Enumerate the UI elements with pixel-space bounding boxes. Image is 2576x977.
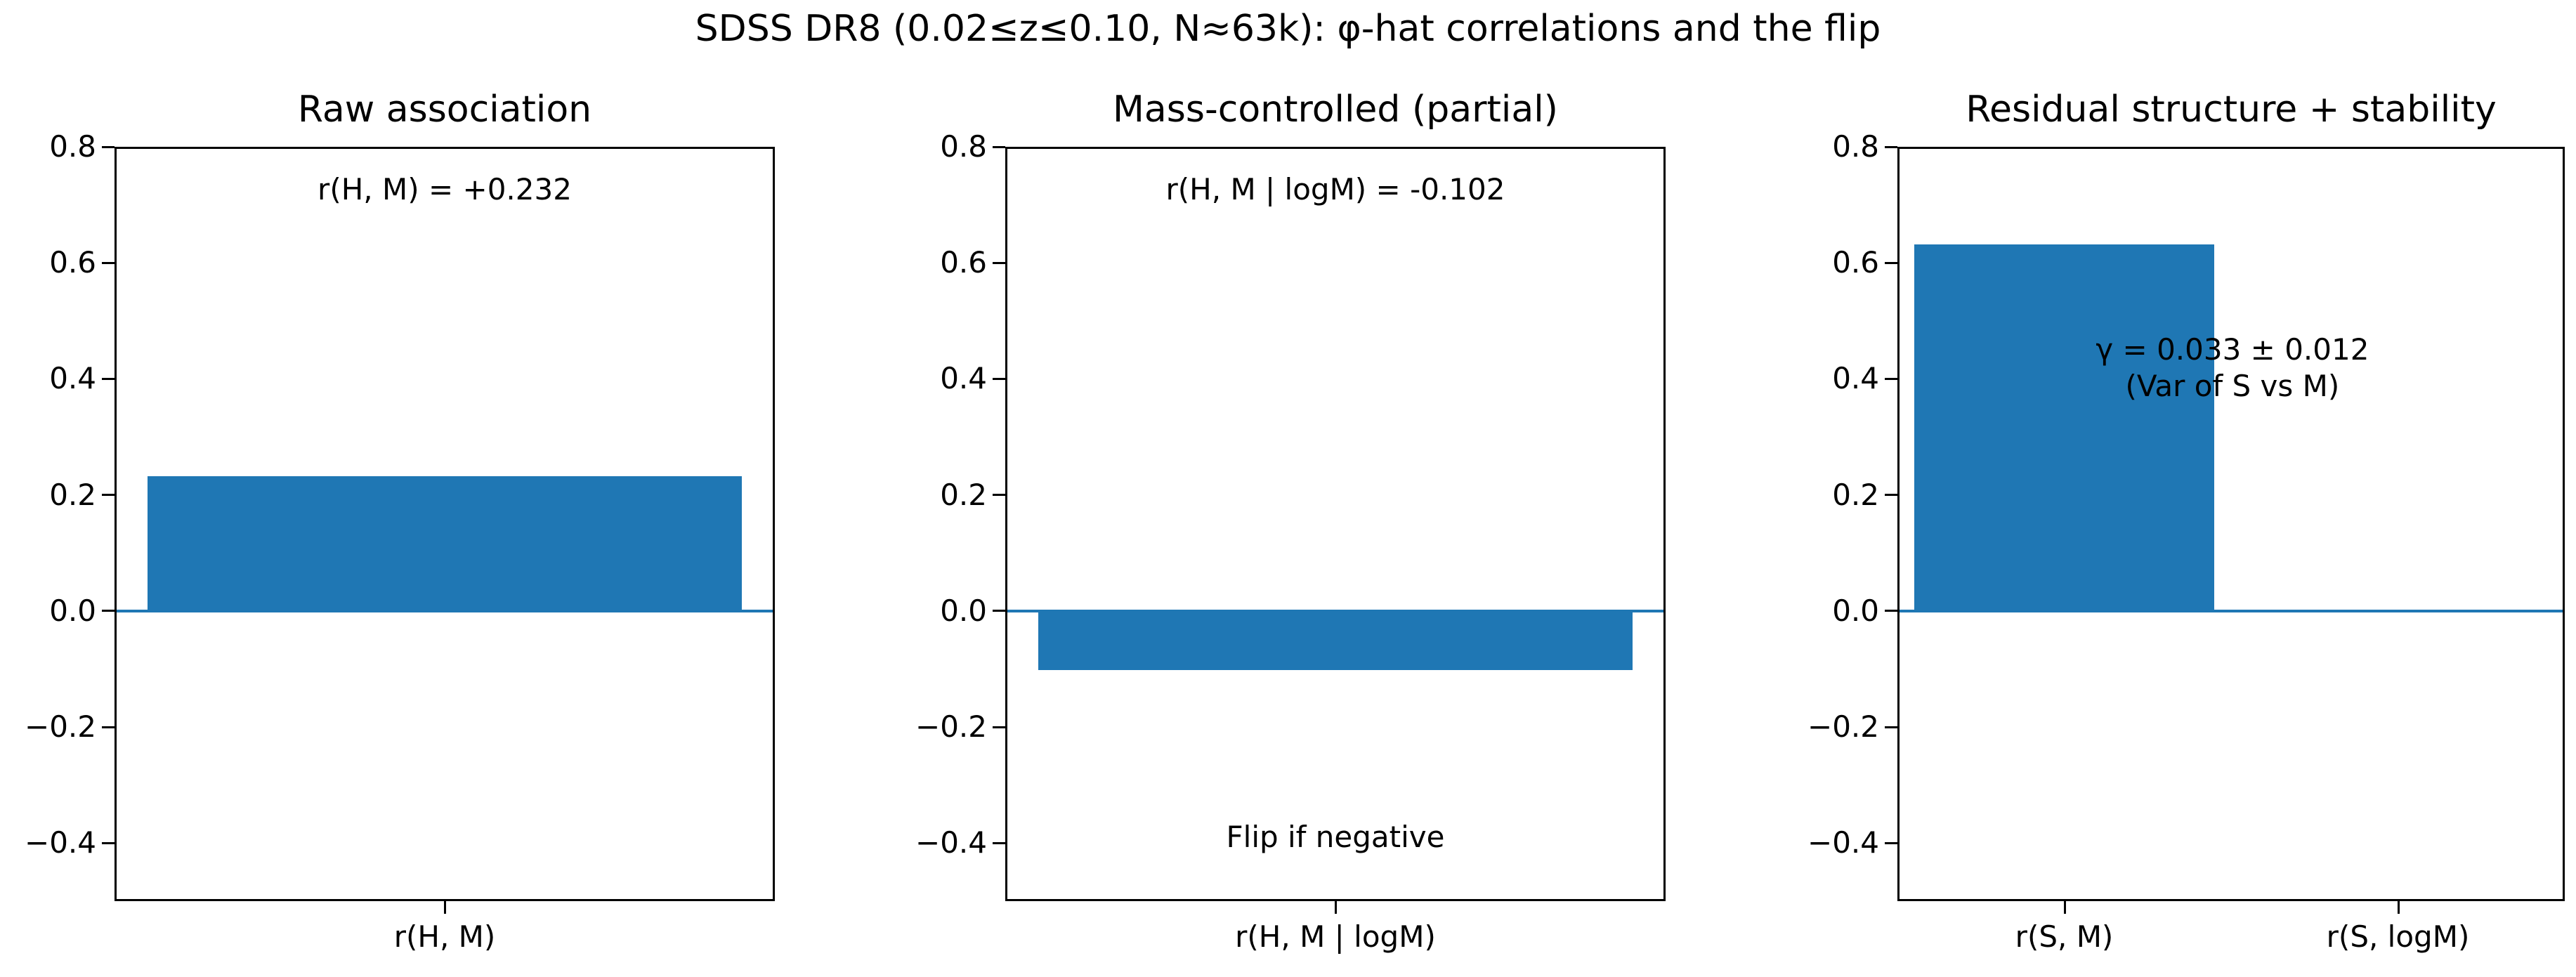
bar-r-s-m (1914, 244, 2215, 611)
panel-residual-structure: Residual structure + stability γ = 0.033… (1807, 88, 2565, 954)
y-tick (102, 261, 115, 264)
x-tick-label: r(S, M) (2015, 919, 2114, 954)
y-tick-label: 0.6 (49, 245, 96, 280)
panel-mass-controlled: Mass-controlled (partial) r(H, M | logM)… (915, 88, 1666, 954)
y-tick-label: 0.2 (49, 477, 96, 512)
y-tick-label: 0.0 (49, 593, 96, 628)
y-tick (102, 377, 115, 380)
gamma-annotation: γ = 0.033 ± 0.012 (Var of S vs M) (2096, 332, 2369, 405)
y-tick (993, 494, 1005, 497)
y-tick (1885, 377, 1897, 380)
y-tick (993, 841, 1005, 844)
y-tick-label: 0.8 (49, 129, 96, 164)
zero-reference-line (115, 609, 775, 612)
y-tick (102, 610, 115, 612)
y-tick-label: 0.8 (940, 129, 987, 164)
y-tick-label: −0.4 (915, 825, 987, 860)
y-tick-label: 0.8 (1832, 129, 1879, 164)
x-tick-label: r(H, M | logM) (1235, 919, 1436, 954)
y-tick-label: 0.0 (940, 593, 987, 628)
y-tick (1885, 261, 1897, 264)
x-tick (2397, 901, 2400, 914)
y-tick-label: −0.4 (25, 825, 96, 860)
gamma-value: γ = 0.033 ± 0.012 (2096, 332, 2369, 367)
y-tick (993, 145, 1005, 148)
y-tick-label: 0.4 (1832, 361, 1879, 396)
correlation-annotation: r(H, M) = +0.232 (318, 172, 572, 206)
gamma-description: (Var of S vs M) (2125, 369, 2340, 403)
panel-title: Raw association (297, 88, 592, 131)
y-tick (1885, 494, 1897, 497)
y-tick-label: −0.4 (1807, 825, 1879, 860)
y-tick-label: 0.0 (1832, 593, 1879, 628)
y-tick-label: 0.4 (49, 361, 96, 396)
y-tick (102, 726, 115, 728)
x-tick-label: r(H, M) (393, 919, 496, 954)
y-tick-label: 0.6 (940, 245, 987, 280)
y-tick-label: −0.2 (915, 709, 987, 745)
axes-frame (1005, 147, 1666, 901)
y-tick (1885, 145, 1897, 148)
y-tick (102, 841, 115, 844)
x-tick (2063, 901, 2066, 914)
panel-title: Mass-controlled (partial) (1113, 88, 1558, 131)
y-tick-label: 0.2 (1832, 477, 1879, 512)
partial-correlation-annotation: r(H, M | logM) = -0.102 (1165, 172, 1505, 206)
y-tick (993, 377, 1005, 380)
x-tick-label: r(S, logM) (2326, 919, 2470, 954)
y-tick (993, 261, 1005, 264)
panel-raw-association: Raw association r(H, M) = +0.232 −0.4 −0.… (25, 88, 775, 954)
flip-note: Flip if negative (1226, 820, 1445, 854)
y-tick (102, 145, 115, 148)
bar-r-h-m-logm (1038, 610, 1633, 671)
y-tick-label: 0.6 (1832, 245, 1879, 280)
y-tick (1885, 726, 1897, 728)
zero-reference-line (1897, 609, 2565, 612)
y-tick-label: −0.2 (1807, 709, 1879, 745)
y-tick (102, 494, 115, 497)
y-tick-label: 0.4 (940, 361, 987, 396)
y-tick (993, 726, 1005, 728)
panel-title: Residual structure + stability (1966, 88, 2497, 131)
x-tick (444, 901, 446, 914)
zero-reference-line (1005, 609, 1666, 612)
y-tick (1885, 610, 1897, 612)
y-tick-label: −0.2 (25, 709, 96, 745)
y-tick-label: 0.2 (940, 477, 987, 512)
x-tick (1335, 901, 1337, 914)
figure-title: SDSS DR8 (0.02≤z≤0.10, N≈63k): φ-hat cor… (695, 8, 1881, 50)
y-tick (993, 610, 1005, 612)
bar-r-h-m (148, 476, 742, 611)
y-tick (1885, 841, 1897, 844)
